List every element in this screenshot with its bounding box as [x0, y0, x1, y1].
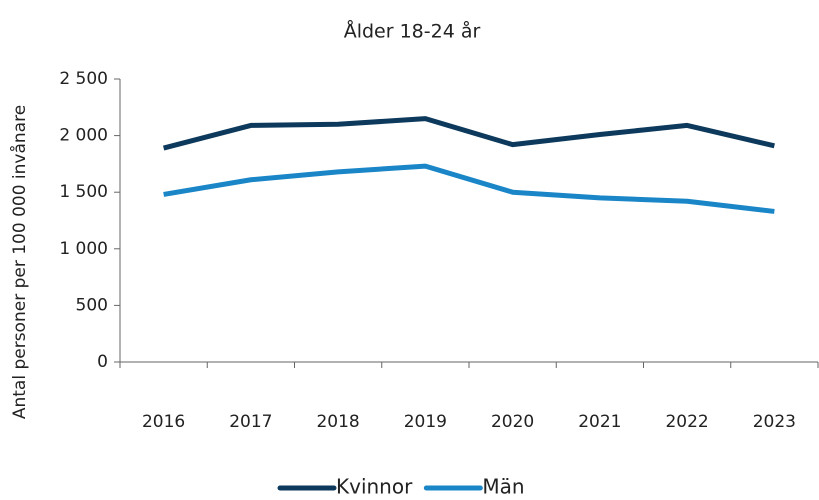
y-tick-label: 500 — [76, 295, 108, 315]
x-tick-label: 2017 — [229, 412, 272, 432]
x-tick-label: 2022 — [665, 412, 708, 432]
data-line — [162, 116, 775, 151]
x-tick-label: 2021 — [578, 412, 621, 432]
y-tick-label: 0 — [97, 352, 108, 372]
x-tick-label: 2023 — [753, 412, 796, 432]
x-tick-label: 2018 — [316, 412, 359, 432]
x-tick-label: 2016 — [142, 412, 185, 432]
y-tick-label: 1 000 — [59, 239, 108, 259]
data-line — [163, 163, 775, 214]
legend-label: Män — [482, 475, 524, 499]
x-tick-label: 2020 — [491, 412, 534, 432]
y-tick-label: 1 500 — [59, 182, 108, 202]
y-tick-label: 2 500 — [59, 69, 108, 89]
x-tick-label: 2019 — [404, 412, 447, 432]
y-axis-label: Antal personer per 100 000 invånare — [9, 105, 30, 419]
chart-title: Ålder 18-24 år — [344, 20, 481, 43]
legend-label: Kvinnor — [336, 475, 413, 499]
y-tick-label: 2 000 — [59, 126, 108, 146]
